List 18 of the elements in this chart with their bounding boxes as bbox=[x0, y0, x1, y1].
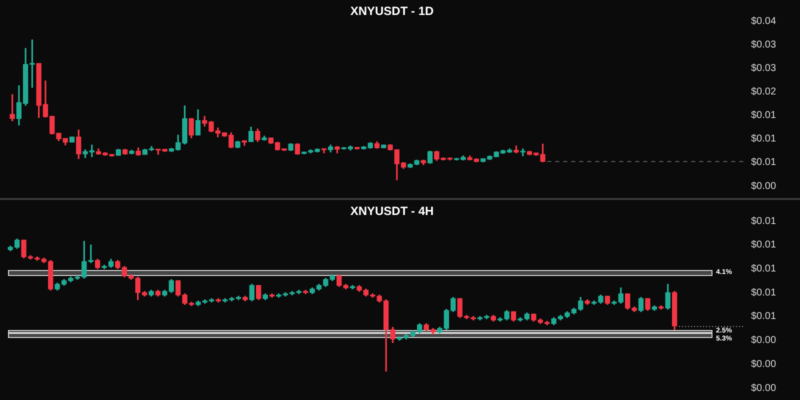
y-tick-label: $0.01 bbox=[751, 311, 776, 322]
chart-title: XNYUSDT - 4H bbox=[350, 204, 434, 218]
y-tick-label: $0.00 bbox=[751, 335, 776, 346]
y-tick-label: $0.01 bbox=[751, 110, 776, 122]
y-tick-label: $0.00 bbox=[751, 382, 776, 394]
y-tick-label: $0.00 bbox=[751, 358, 776, 370]
y-tick-label: $0.04 bbox=[751, 16, 776, 27]
y-tick-label: $0.02 bbox=[751, 86, 776, 98]
y-tick-label: $0.01 bbox=[751, 287, 776, 298]
y-tick-label: $0.03 bbox=[751, 62, 776, 74]
y-tick-label: $0.01 bbox=[751, 157, 776, 168]
y-tick-label: $0.00 bbox=[751, 180, 776, 192]
y-tick-label: $0.03 bbox=[751, 39, 776, 50]
y-tick-label: $0.01 bbox=[751, 240, 776, 251]
y-tick-label: $0.01 bbox=[751, 216, 776, 227]
chart-title: XNYUSDT - 1D bbox=[350, 4, 434, 18]
y-tick-label: $0.01 bbox=[751, 263, 776, 274]
y-tick-label: $0.01 bbox=[751, 134, 776, 145]
